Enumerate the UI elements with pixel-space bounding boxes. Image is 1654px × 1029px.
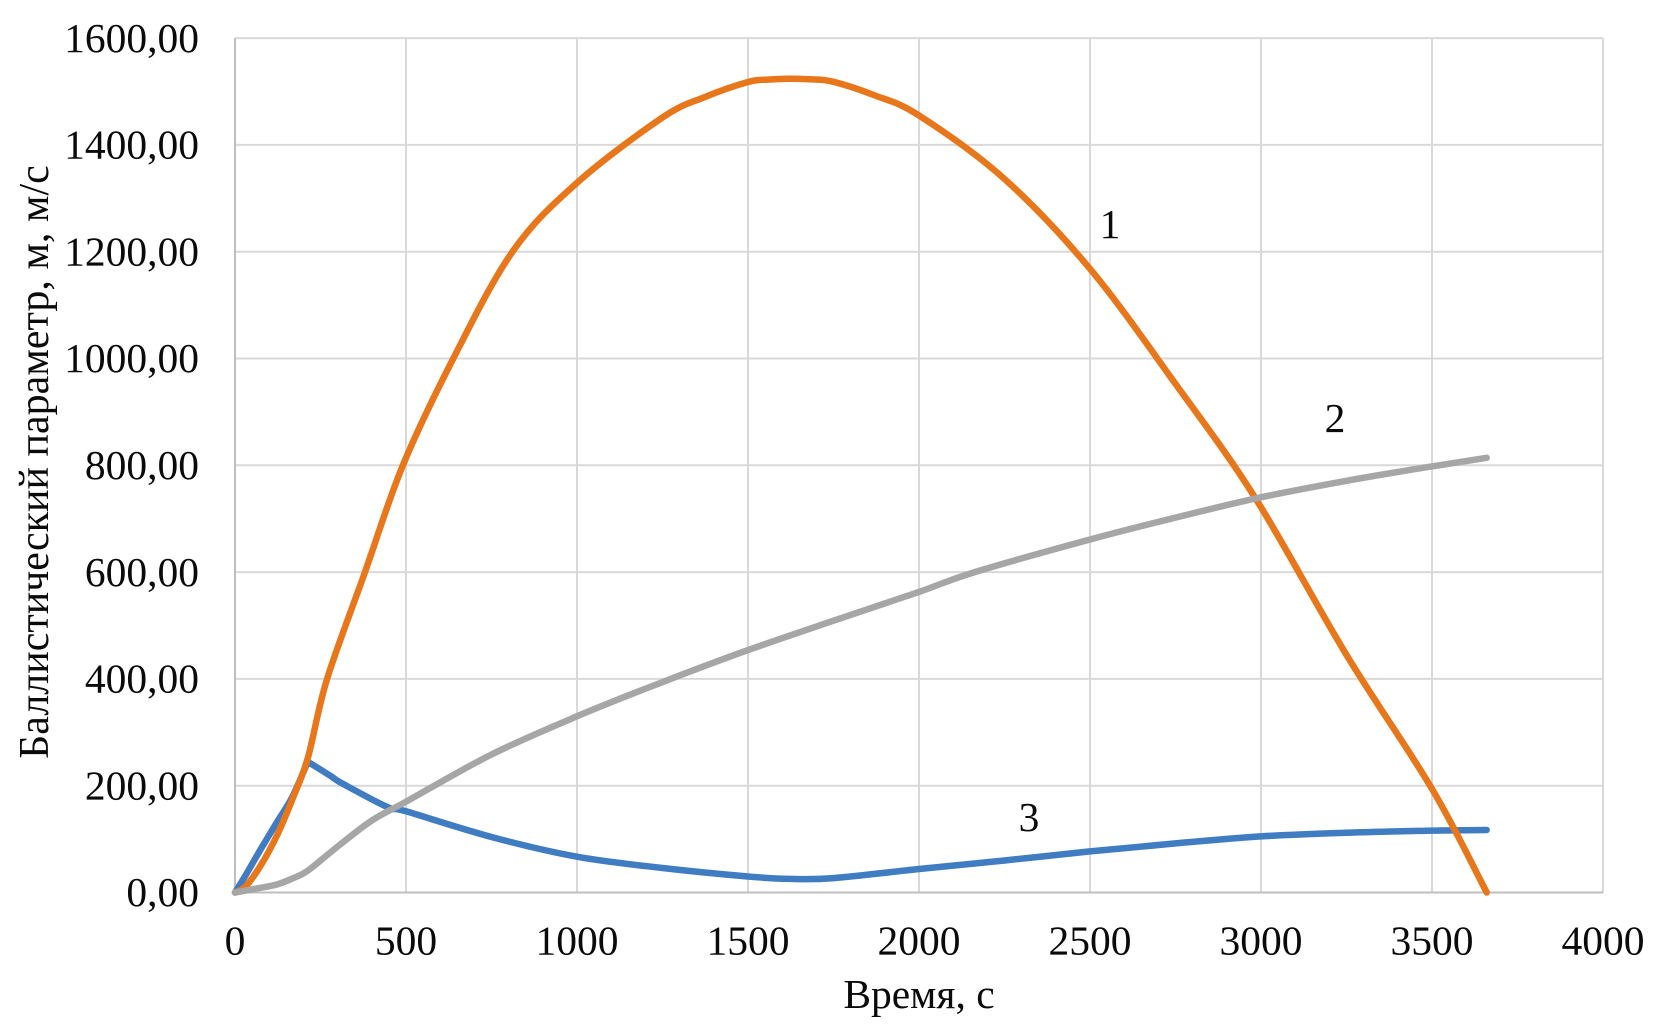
svg-text:400,00: 400,00 [85,656,199,702]
svg-text:200,00: 200,00 [85,762,199,808]
svg-text:600,00: 600,00 [85,549,199,595]
svg-text:4000: 4000 [1562,918,1645,964]
svg-text:1500: 1500 [707,918,790,964]
svg-text:1000: 1000 [536,918,619,964]
svg-text:2500: 2500 [1049,918,1132,964]
svg-text:2000: 2000 [878,918,961,964]
svg-text:Время, с: Время, с [843,971,994,1017]
svg-text:1200,00: 1200,00 [64,228,199,274]
svg-text:500: 500 [375,918,437,964]
svg-text:1400,00: 1400,00 [64,122,199,168]
svg-text:3000: 3000 [1220,918,1303,964]
svg-text:2: 2 [1325,395,1346,441]
svg-text:0,00: 0,00 [126,869,199,915]
svg-text:1: 1 [1100,201,1121,247]
svg-text:1600,00: 1600,00 [64,15,199,61]
svg-text:0: 0 [225,918,246,964]
svg-text:Баллистический параметр, м, м/: Баллистический параметр, м, м/с [12,165,58,759]
svg-text:1000,00: 1000,00 [64,335,199,381]
svg-text:3: 3 [1019,794,1040,840]
svg-text:800,00: 800,00 [85,442,199,488]
svg-text:3500: 3500 [1391,918,1474,964]
